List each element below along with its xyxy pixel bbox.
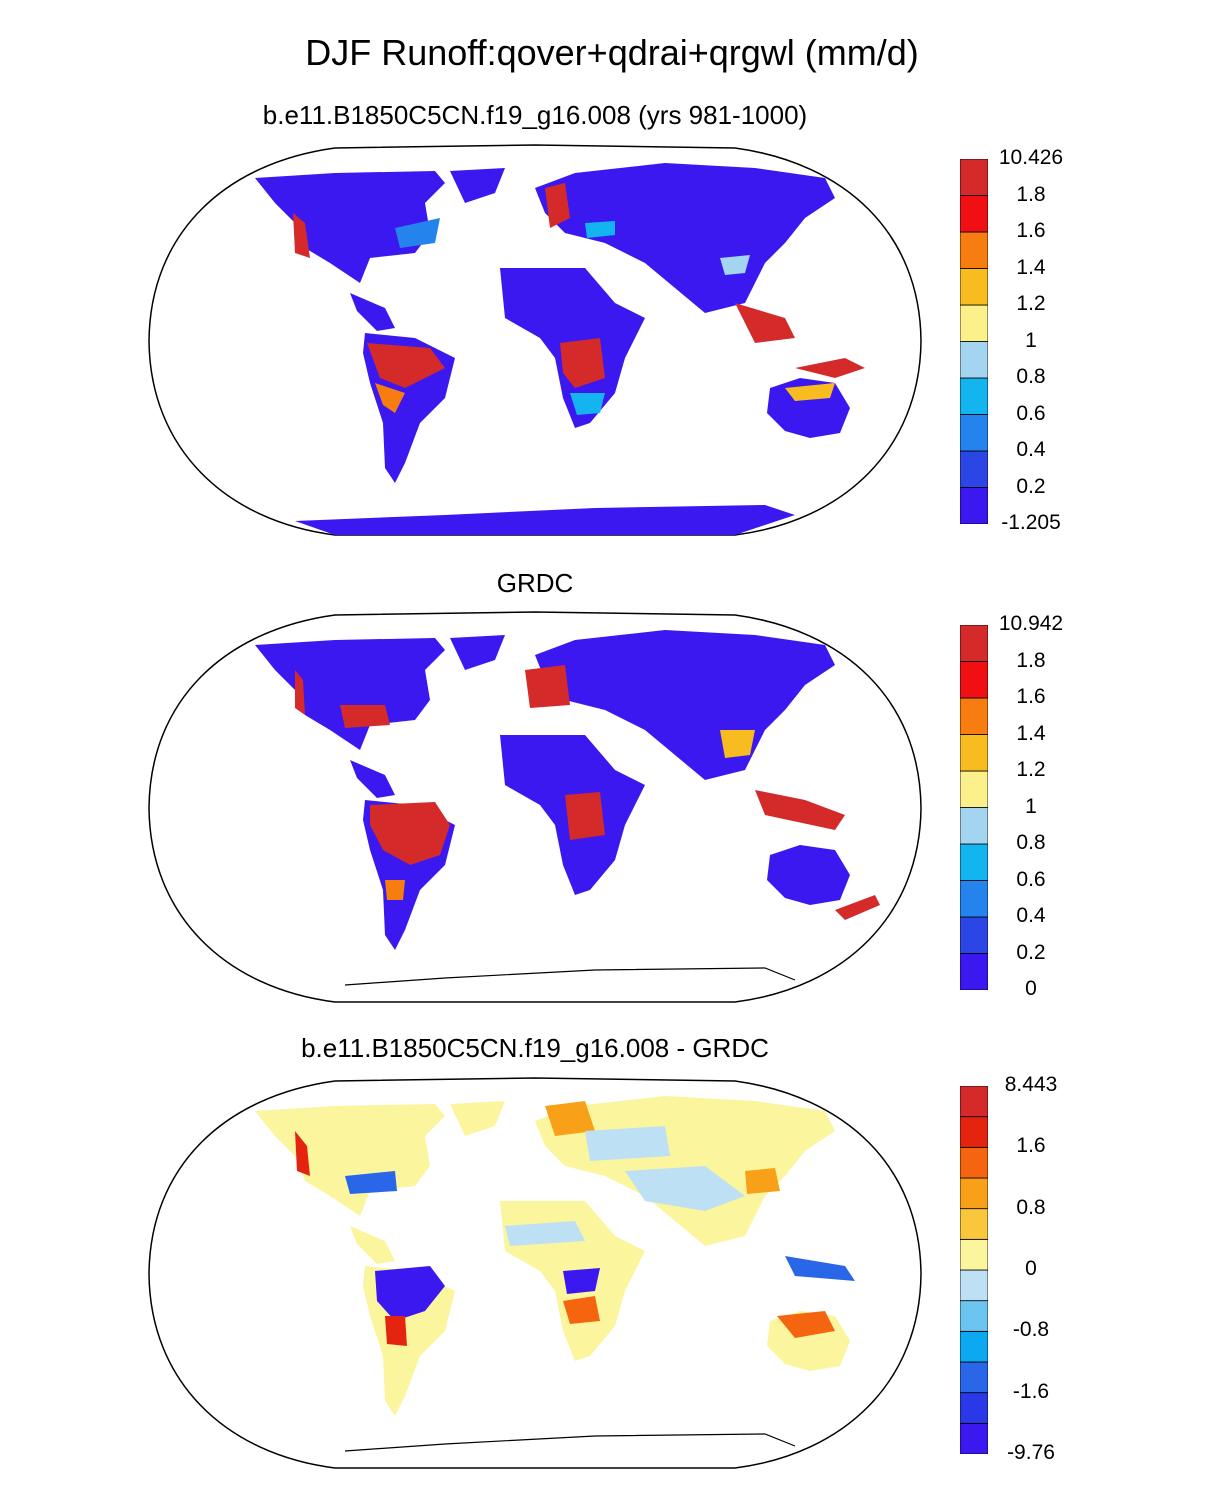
colorbar-swatch	[959, 268, 989, 306]
colorbar-swatch	[959, 1361, 989, 1394]
colorbar-swatch	[959, 880, 989, 918]
high-runoff-patches	[295, 665, 880, 920]
colorbar-swatch	[959, 158, 989, 196]
panel-2-map	[148, 611, 922, 1003]
colorbar-tick-label: 10.426	[998, 146, 1064, 169]
colorbar-swatch	[959, 487, 989, 525]
colorbar-tick-label: 1.8	[1016, 182, 1046, 206]
colorbar-swatch	[959, 231, 989, 269]
colorbar-swatch	[959, 807, 989, 845]
colorbar-tick-label: 1.6	[1016, 685, 1046, 708]
colorbar-swatch	[959, 916, 989, 954]
colorbar-swatch	[959, 1330, 989, 1363]
colorbar-2-swatches	[959, 624, 989, 991]
panel-3-subtitle: b.e11.B1850C5CN.f19_g16.008 - GRDC	[301, 1033, 769, 1063]
colorbar-tick-label: -1.205	[1001, 511, 1061, 534]
colorbar-tick-label: 1.6	[1016, 219, 1046, 242]
colorbar-swatch	[959, 1116, 989, 1148]
colorbar-swatch	[959, 734, 989, 772]
colorbar-swatch	[959, 1300, 989, 1332]
main-title: DJF Runoff:qover+qdrai+qrgwl (mm/d)	[305, 32, 919, 73]
colorbar-tick-label: 1.4	[1016, 721, 1046, 745]
colorbar-tick-label: 0.8	[1016, 365, 1046, 388]
colorbar-tick-label: 1.6	[1016, 1134, 1046, 1158]
colorbar-1-swatches	[959, 158, 989, 525]
colorbar-tick-label: 1.2	[1016, 292, 1046, 315]
colorbar-tick-label: 0	[1025, 1257, 1037, 1280]
colorbar-tick-label: -1.6	[1012, 1379, 1050, 1403]
colorbar-tick-label: 1	[1025, 794, 1037, 818]
antarctica-outline	[344, 1433, 796, 1452]
panel-1-subtitle: b.e11.B1850C5CN.f19_g16.008 (yrs 981-100…	[262, 100, 808, 130]
colorbar-2	[959, 624, 989, 995]
colorbar-swatch	[959, 414, 989, 452]
land-fields	[255, 630, 850, 950]
colorbar-tick-label: 1.8	[1016, 648, 1046, 672]
colorbar-3	[959, 1085, 989, 1459]
colorbar-tick-label: 10.942	[998, 612, 1064, 635]
colorbar-swatch	[959, 341, 989, 379]
colorbar-swatch	[959, 1208, 989, 1240]
colorbar-tick-label: 0.4	[1016, 904, 1046, 927]
colorbar-swatch	[959, 304, 989, 342]
difference-patches	[295, 1101, 855, 1346]
colorbar-tick-label: 0.2	[1016, 474, 1046, 498]
colorbar-swatch	[959, 1392, 989, 1424]
colorbar-tick-label: 0.6	[1016, 867, 1046, 891]
colorbar-tick-label: -9.76	[1007, 1441, 1055, 1464]
colorbar-tick-label: 0.8	[1016, 831, 1046, 854]
colorbar-tick-label: 0.8	[1016, 1195, 1046, 1219]
colorbar-swatch	[959, 843, 989, 881]
colorbar-tick-label: 1	[1025, 328, 1037, 352]
colorbar-swatch	[959, 770, 989, 808]
colorbar-swatch	[959, 195, 989, 233]
colorbar-tick-label: 0.6	[1016, 401, 1046, 425]
colorbar-swatch	[959, 661, 989, 699]
colorbar-swatch	[959, 377, 989, 415]
colorbar-swatch	[959, 1146, 989, 1179]
colorbar-swatch	[959, 624, 989, 662]
colorbar-1	[959, 158, 989, 529]
colorbar-tick-label: 0.4	[1016, 438, 1046, 461]
high-runoff-patches	[293, 183, 865, 415]
antarctica-outline	[344, 967, 796, 986]
colorbar-tick-label: -0.8	[1012, 1318, 1050, 1342]
colorbar-tick-label: 1.4	[1016, 255, 1046, 279]
colorbar-swatch	[959, 1422, 989, 1455]
colorbar-swatch	[959, 697, 989, 735]
colorbar-tick-label: 0.2	[1016, 940, 1046, 964]
colorbar-tick-label: 8.443	[1004, 1073, 1058, 1096]
colorbar-3-swatches	[959, 1085, 989, 1455]
colorbar-swatch	[959, 450, 989, 488]
colorbar-swatch	[959, 1269, 989, 1302]
colorbar-swatch	[959, 1238, 989, 1271]
colorbar-swatch	[959, 953, 989, 991]
panel-3-map	[148, 1077, 922, 1469]
colorbar-swatch	[959, 1085, 989, 1118]
panel-2-subtitle: GRDC	[496, 568, 574, 598]
colorbar-tick-label: 1.2	[1016, 758, 1046, 781]
colorbar-swatch	[959, 1177, 989, 1210]
colorbar-tick-label: 0	[1025, 977, 1037, 1000]
panel-1-map	[148, 144, 922, 536]
